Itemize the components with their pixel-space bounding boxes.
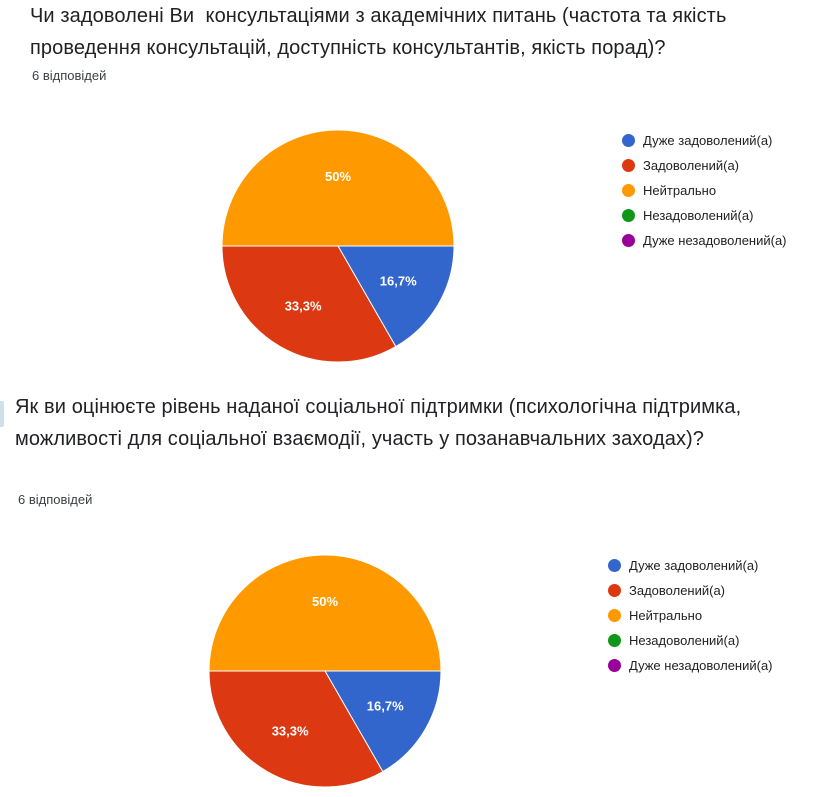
pie-slice-нейтрально[interactable] [208, 554, 442, 672]
legend-swatch [608, 584, 621, 597]
pie-slice-нейтрально[interactable] [221, 129, 455, 247]
legend-swatch [608, 559, 621, 572]
legend-label: Задоволений(а) [643, 158, 740, 173]
legend-label: Задоволений(а) [629, 583, 726, 598]
legend-item-нейтрально[interactable]: Нейтрально [622, 178, 787, 203]
legend-label: Дуже задоволений(а) [643, 133, 773, 148]
slice-label-задоволенийа: 33,3% [272, 724, 309, 739]
response-count: 6 відповідей [18, 492, 93, 507]
pie-slice-дуже-задоволенийа[interactable] [337, 245, 455, 348]
legend-item-задоволенийа[interactable]: Задоволений(а) [608, 578, 773, 603]
slice-label-нейтрально: 50% [325, 169, 351, 184]
pie-chart: 16,7% 33,3% 50% [221, 129, 455, 363]
question-title: Як ви оцінюєте рівень наданої соціальної… [15, 396, 747, 450]
chart-legend: Дуже задоволений(а) Задоволений(а) Нейтрал… [608, 553, 773, 678]
response-count: 6 відповідей [32, 68, 107, 83]
legend-label: Дуже незадоволений(а) [629, 658, 773, 673]
question-block-2: Як ви оцінюєте рівень наданої соціальної… [0, 385, 815, 788]
legend-swatch [622, 159, 635, 172]
pie-slice-задоволенийа[interactable] [221, 245, 397, 363]
pie-slice-дуже-задоволенийа[interactable] [324, 670, 442, 773]
legend-item-незадоволенийа[interactable]: Незадоволений(а) [622, 203, 787, 228]
legend-label: Незадоволений(а) [643, 208, 754, 223]
legend-swatch [608, 659, 621, 672]
legend-item-незадоволенийа[interactable]: Незадоволений(а) [608, 628, 773, 653]
edge-mark [0, 401, 4, 427]
legend-label: Нейтрально [629, 608, 703, 623]
question-title: Чи задоволені Ви консультаціями з академ… [30, 5, 733, 59]
slice-label-задоволенийа: 33,3% [285, 299, 322, 314]
legend-swatch [608, 609, 621, 622]
question-block-1: Чи задоволені Ви консультаціями з академ… [0, 0, 815, 370]
legend-item-дуже-задоволенийа[interactable]: Дуже задоволений(а) [622, 128, 787, 153]
chart-legend: Дуже задоволений(а) Задоволений(а) Нейтрал… [622, 128, 787, 253]
legend-label: Дуже задоволений(а) [629, 558, 759, 573]
legend-item-дуже-задоволенийа[interactable]: Дуже задоволений(а) [608, 553, 773, 578]
slice-label-нейтрально: 50% [312, 594, 338, 609]
legend-item-дуже-незадоволенийа[interactable]: Дуже незадоволений(а) [608, 653, 773, 678]
legend-item-нейтрально[interactable]: Нейтрально [608, 603, 773, 628]
pie-chart: 16,7% 33,3% 50% [208, 554, 442, 788]
legend-swatch [622, 234, 635, 247]
pie-slice-задоволенийа[interactable] [208, 670, 384, 788]
legend-swatch [622, 209, 635, 222]
legend-label: Нейтрально [643, 183, 717, 198]
legend-swatch [622, 184, 635, 197]
legend-item-дуже-незадоволенийа[interactable]: Дуже незадоволений(а) [622, 228, 787, 253]
slice-label-дуже-задоволенийа: 16,7% [367, 698, 404, 713]
legend-item-задоволенийа[interactable]: Задоволений(а) [622, 153, 787, 178]
legend-swatch [608, 634, 621, 647]
slice-label-дуже-задоволенийа: 16,7% [380, 273, 417, 288]
legend-swatch [622, 134, 635, 147]
legend-label: Дуже незадоволений(а) [643, 233, 787, 248]
legend-label: Незадоволений(а) [629, 633, 740, 648]
